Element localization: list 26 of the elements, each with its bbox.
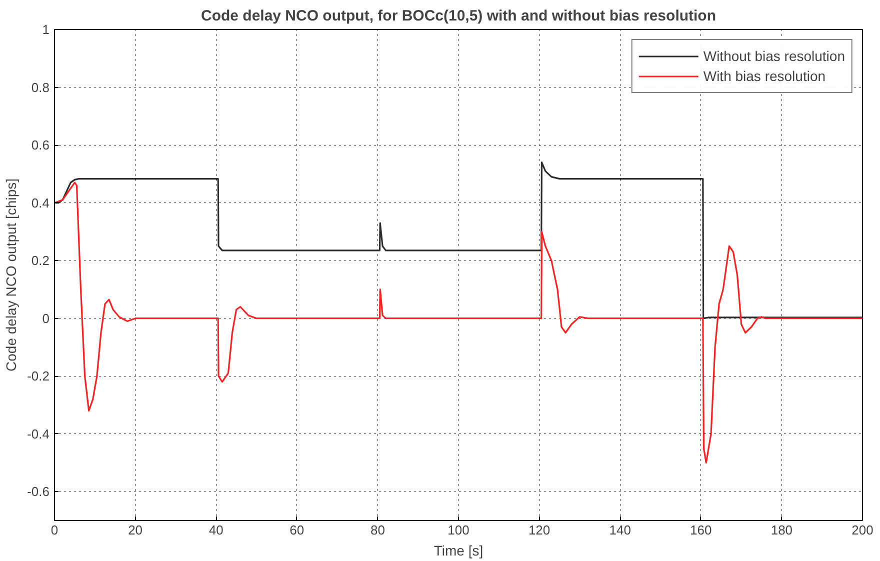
x-tick-label: 60 — [290, 522, 304, 538]
y-tick-label: 0.4 — [31, 195, 50, 210]
y-axis-title: Code delay NCO output [chips] — [3, 178, 20, 372]
chart-title: Code delay NCO output, for BOCc(10,5) with and without bias resolution — [200, 8, 716, 24]
y-tick-label: 0.8 — [31, 80, 50, 95]
x-tick-label: 180 — [770, 522, 793, 538]
y-tick-label: -0.2 — [27, 368, 50, 384]
x-tick-label: 100 — [448, 522, 470, 538]
x-tick-label: 140 — [609, 522, 631, 538]
y-tick-label: -0.4 — [27, 426, 50, 442]
legend-label: With bias resolution — [703, 68, 826, 84]
legend-label: Without bias resolution — [703, 48, 845, 64]
y-tick-label: 0.6 — [31, 138, 50, 153]
y-tick-label: 1 — [42, 22, 50, 37]
x-tick-label: 20 — [128, 522, 143, 538]
x-tick-label: 80 — [370, 522, 385, 538]
y-tick-label: -0.6 — [27, 484, 50, 500]
y-tick-label: 0.2 — [31, 253, 50, 268]
x-tick-label: 160 — [690, 522, 712, 538]
x-tick-label: 40 — [208, 522, 224, 538]
x-tick-label: 120 — [528, 522, 550, 538]
y-tick-label: 0 — [42, 310, 50, 326]
x-tick-label: 200 — [852, 522, 874, 538]
line-series — [54, 162, 862, 320]
x-axis-title: Time [s] — [434, 542, 484, 558]
line-series — [54, 182, 862, 464]
